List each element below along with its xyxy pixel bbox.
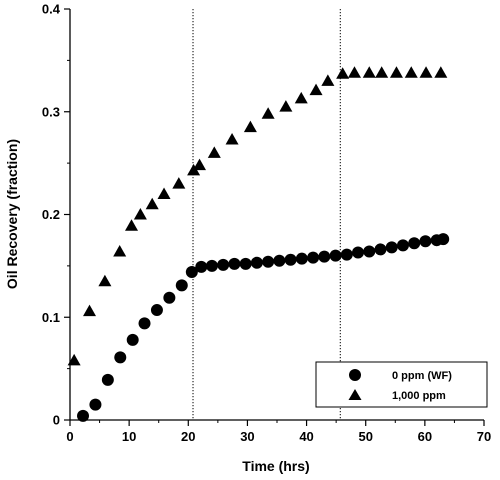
- data-point-triangle: [172, 177, 186, 189]
- data-point-triangle: [98, 274, 112, 287]
- data-point-circle: [126, 333, 139, 346]
- plot-area: [67, 9, 450, 422]
- data-point-circle: [77, 409, 90, 422]
- data-point-circle: [195, 260, 208, 273]
- x-tick-label: 60: [418, 429, 432, 444]
- x-tick-label: 20: [181, 429, 195, 444]
- data-point-triangle: [434, 66, 448, 78]
- data-point-triangle: [419, 66, 433, 78]
- data-point-circle: [363, 245, 376, 258]
- y-tick-label: 0.2: [42, 207, 60, 222]
- data-point-circle: [228, 257, 241, 270]
- data-point-circle: [385, 241, 398, 254]
- axes: 0 10 20 30 40 50 60 70 0 0.1 0.2 0.3 0.4: [42, 2, 491, 445]
- data-point-triangle: [67, 353, 81, 366]
- data-point-circle: [101, 373, 114, 386]
- data-point-triangle: [389, 66, 403, 78]
- data-point-circle: [175, 279, 188, 292]
- x-tick-label: 40: [299, 429, 313, 444]
- data-point-circle: [114, 351, 127, 364]
- y-tick-label: 0.4: [42, 2, 61, 17]
- data-point-triangle: [83, 304, 97, 317]
- data-point-triangle: [336, 67, 350, 79]
- data-point-circle: [284, 253, 297, 266]
- data-point-circle: [250, 256, 263, 269]
- data-point-triangle: [207, 146, 221, 158]
- data-point-triangle: [347, 66, 361, 78]
- data-point-circle: [419, 235, 432, 248]
- data-point-triangle: [294, 91, 308, 104]
- y-tick-label: 0.1: [42, 310, 60, 325]
- legend-label-series-1: 0 ppm (WF): [392, 370, 452, 382]
- data-point-triangle: [145, 197, 159, 210]
- data-point-triangle: [157, 187, 171, 199]
- x-tick-label: 30: [240, 429, 254, 444]
- data-point-circle: [408, 237, 421, 250]
- data-point-circle: [138, 317, 151, 330]
- data-point-circle: [239, 257, 252, 270]
- data-point-triangle: [225, 132, 239, 145]
- x-tick-label: 10: [122, 429, 136, 444]
- data-point-circle: [217, 258, 230, 271]
- data-point-circle: [163, 291, 176, 304]
- legend-marker-circle: [349, 369, 361, 381]
- data-point-circle: [318, 250, 331, 263]
- legend: 0 ppm (WF) 1,000 ppm: [315, 361, 488, 408]
- data-point-triangle: [113, 244, 127, 257]
- data-point-triangle: [321, 74, 335, 86]
- data-point-triangle: [279, 100, 293, 112]
- data-point-circle: [396, 239, 409, 252]
- y-tick-label: 0: [53, 413, 60, 428]
- x-tick-label: 50: [358, 429, 372, 444]
- data-point-circle: [150, 304, 163, 317]
- data-point-circle: [295, 252, 308, 265]
- data-point-triangle: [243, 120, 257, 133]
- data-point-triangle: [261, 107, 275, 119]
- data-point-triangle: [375, 66, 389, 78]
- data-point-triangle: [404, 66, 418, 78]
- x-axis-title: Time (hrs): [242, 458, 309, 474]
- data-point-circle: [273, 254, 286, 267]
- data-point-circle: [329, 249, 342, 262]
- x-tick-label: 70: [477, 429, 491, 444]
- legend-box: [315, 361, 488, 408]
- legend-marker-triangle: [348, 389, 362, 400]
- data-point-circle: [340, 248, 353, 261]
- series-1: [77, 233, 450, 422]
- y-axis-title: Oil Recovery (fraction): [4, 139, 20, 289]
- data-point-circle: [262, 255, 275, 268]
- series-2: [67, 66, 448, 366]
- data-point-triangle: [133, 208, 147, 220]
- data-point-triangle: [362, 66, 376, 78]
- legend-label-series-2: 1,000 ppm: [392, 390, 446, 402]
- data-point-circle: [352, 246, 365, 259]
- data-point-circle: [307, 251, 320, 264]
- data-point-circle: [205, 259, 218, 272]
- data-point-circle: [437, 233, 450, 246]
- data-point-circle: [185, 266, 198, 279]
- data-point-triangle: [193, 158, 207, 171]
- data-point-triangle: [125, 219, 139, 231]
- x-tick-label: 0: [66, 429, 73, 444]
- data-point-circle: [89, 398, 102, 411]
- data-point-circle: [374, 243, 387, 256]
- data-point-triangle: [309, 83, 323, 96]
- y-tick-label: 0.3: [42, 104, 60, 119]
